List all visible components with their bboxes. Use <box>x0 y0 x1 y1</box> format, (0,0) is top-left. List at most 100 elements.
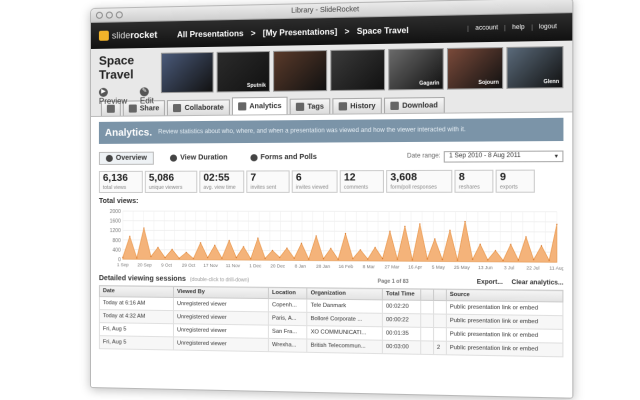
tab-history[interactable]: History <box>332 98 382 114</box>
data-point[interactable] <box>338 259 339 260</box>
data-point[interactable] <box>323 258 324 259</box>
data-point[interactable] <box>157 247 158 248</box>
slide-thumbnail[interactable] <box>330 49 385 91</box>
data-point[interactable] <box>457 260 458 261</box>
preview-button[interactable]: ▶Preview <box>99 85 132 105</box>
logout-link[interactable]: logout <box>531 24 563 31</box>
data-point[interactable] <box>502 260 503 261</box>
slide-thumbnail[interactable]: Glenn <box>506 46 563 89</box>
table-cell: Bolloré Corporate ... <box>307 312 382 326</box>
data-point[interactable] <box>143 227 144 228</box>
data-point[interactable] <box>122 257 123 258</box>
data-point[interactable] <box>374 247 375 248</box>
data-point[interactable] <box>442 259 443 260</box>
column-header[interactable]: Total Time <box>382 288 420 300</box>
slide-thumbnail[interactable]: Gagarin <box>388 48 444 90</box>
sliderocket-logo[interactable]: sliderocket <box>99 29 177 41</box>
data-point[interactable] <box>548 260 549 261</box>
data-point[interactable] <box>404 226 405 227</box>
column-header[interactable]: Organization <box>307 288 382 300</box>
data-point[interactable] <box>382 258 383 259</box>
data-point[interactable] <box>510 244 511 245</box>
data-point[interactable] <box>257 238 258 239</box>
data-point[interactable] <box>286 248 287 249</box>
data-point[interactable] <box>279 257 280 258</box>
data-point[interactable] <box>129 236 130 237</box>
edit-button[interactable]: ✎Edit <box>140 85 161 105</box>
data-point[interactable] <box>330 248 331 249</box>
data-point[interactable] <box>495 250 496 251</box>
data-point[interactable] <box>294 258 295 259</box>
data-point[interactable] <box>265 258 266 259</box>
window-controls <box>96 11 123 19</box>
data-point[interactable] <box>556 224 557 225</box>
data-point[interactable] <box>221 258 222 259</box>
data-point[interactable] <box>345 233 346 234</box>
data-point[interactable] <box>207 257 208 258</box>
data-point[interactable] <box>397 259 398 260</box>
data-point[interactable] <box>186 252 187 253</box>
breadcrumb-my-presentations[interactable]: [My Presentations] <box>263 27 337 38</box>
data-point[interactable] <box>367 258 368 259</box>
column-header[interactable]: Location <box>268 287 307 299</box>
data-point[interactable] <box>533 259 534 260</box>
data-point[interactable] <box>272 250 273 251</box>
slide-thumbnail[interactable]: Sojourn <box>447 47 503 90</box>
column-header[interactable] <box>433 289 446 301</box>
data-point[interactable] <box>308 259 309 260</box>
data-point[interactable] <box>200 242 201 243</box>
data-point[interactable] <box>472 259 473 260</box>
subtab-view-duration[interactable]: View Duration <box>164 152 234 163</box>
tab-analytics[interactable]: Analytics <box>232 97 288 115</box>
help-link[interactable]: help <box>505 24 532 31</box>
data-point[interactable] <box>316 235 317 236</box>
export-link[interactable]: Export... <box>477 279 503 286</box>
tab-collaborate[interactable]: Collaborate <box>167 99 229 115</box>
data-point[interactable] <box>214 245 215 246</box>
data-point[interactable] <box>449 230 450 231</box>
data-point[interactable] <box>179 258 180 259</box>
slide-thumbnail[interactable]: Sputnik <box>217 51 270 92</box>
data-point[interactable] <box>229 240 230 241</box>
data-point[interactable] <box>480 244 481 245</box>
tab-download[interactable]: Download <box>384 97 444 113</box>
data-point[interactable] <box>136 257 137 258</box>
data-point[interactable] <box>518 259 519 260</box>
data-point[interactable] <box>164 257 165 258</box>
clear-analytics-link[interactable]: Clear analytics... <box>512 279 564 286</box>
subtab-overview[interactable]: Overview <box>99 151 154 164</box>
data-point[interactable] <box>412 259 413 260</box>
data-point[interactable] <box>464 221 465 222</box>
data-point[interactable] <box>419 223 420 224</box>
data-point[interactable] <box>352 258 353 259</box>
data-point[interactable] <box>193 258 194 259</box>
tab-tags[interactable]: Tags <box>290 98 330 114</box>
maximize-window-button[interactable] <box>116 11 123 18</box>
data-point[interactable] <box>236 257 237 258</box>
download-icon <box>390 102 398 110</box>
data-point[interactable] <box>171 249 172 250</box>
account-link[interactable]: account <box>468 25 505 32</box>
data-point[interactable] <box>434 238 435 239</box>
pager[interactable]: Page 1 of 83 <box>378 278 409 285</box>
data-point[interactable] <box>301 243 302 244</box>
breadcrumb-all-presentations[interactable]: All Presentations <box>177 29 244 39</box>
data-point[interactable] <box>487 259 488 260</box>
table-cell: 00:03:00 <box>382 340 420 354</box>
close-window-button[interactable] <box>96 12 103 19</box>
data-point[interactable] <box>541 245 542 246</box>
data-point[interactable] <box>525 236 526 237</box>
data-point[interactable] <box>427 258 428 259</box>
minimize-window-button[interactable] <box>106 12 113 19</box>
column-header[interactable]: Date <box>99 286 173 298</box>
slide-thumbnail[interactable] <box>161 52 214 93</box>
data-point[interactable] <box>243 246 244 247</box>
data-point[interactable] <box>360 249 361 250</box>
data-point[interactable] <box>150 256 151 257</box>
column-header[interactable] <box>420 289 433 301</box>
data-point[interactable] <box>389 231 390 232</box>
slide-thumbnail[interactable] <box>273 50 327 92</box>
data-point[interactable] <box>250 258 251 259</box>
subtab-forms-polls[interactable]: Forms and Polls <box>244 151 323 163</box>
date-range-select[interactable]: 1 Sep 2010 - 8 Aug 2011 ▾ <box>444 150 564 162</box>
